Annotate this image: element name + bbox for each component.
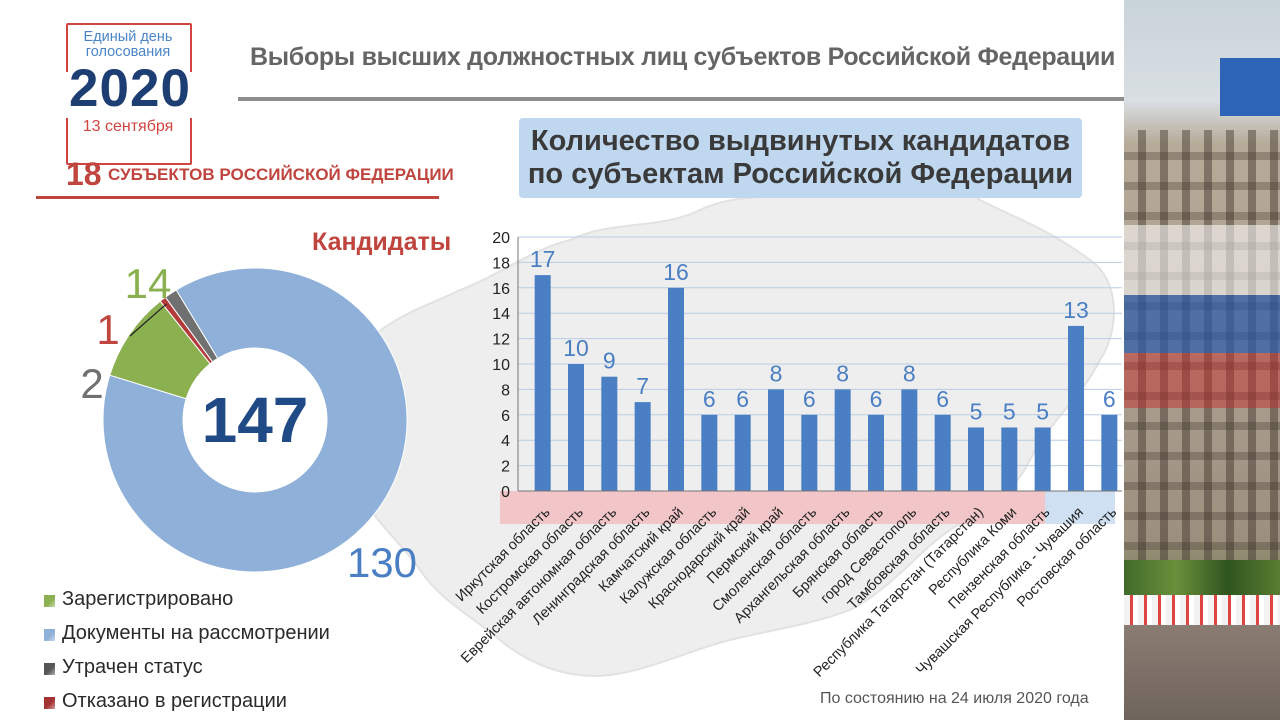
donut-slice [164, 289, 219, 363]
y-tick-label: 6 [501, 408, 510, 425]
bar-value-label: 16 [663, 259, 689, 285]
subjects-count: 18 [66, 156, 102, 192]
bar [601, 376, 618, 491]
bar [901, 389, 918, 491]
legend-label: Зарегистрировано [62, 588, 234, 610]
y-tick-label: 16 [492, 281, 510, 298]
title-divider [238, 97, 1124, 101]
legend-label: Документы на рассмотрении [62, 622, 330, 644]
donut-leader-line [129, 303, 167, 337]
bar-value-label: 7 [636, 373, 649, 399]
bar [968, 427, 984, 491]
logo-date: 13 сентября [82, 118, 174, 135]
legend-swatch [44, 629, 55, 641]
bar-value-label: 6 [703, 386, 716, 412]
bar [801, 414, 818, 491]
donut-slice [102, 267, 408, 573]
logo-line1: Единый день [83, 29, 173, 45]
donut-chart-title: Кандидаты [312, 228, 452, 256]
bar [768, 389, 784, 491]
bar-value-label: 8 [836, 360, 849, 386]
bar-chart-title-line1: Количество выдвинутых кандидатов [530, 125, 1071, 157]
bar-chart-title: Количество выдвинутых кандидатов по субъ… [519, 118, 1082, 198]
page-title: Выборы высших должностных лиц субъектов … [250, 43, 1116, 71]
legend-label: Отказано в регистрации [62, 690, 287, 712]
bar [534, 275, 551, 491]
donut-value-label: 2 [80, 360, 103, 407]
axis-band-blue [1045, 491, 1115, 524]
bar [1101, 414, 1118, 491]
subjects-count-label: 18 СУБЪЕКТОВ РОССИЙСКОЙ ФЕДЕРАЦИИ [66, 156, 454, 193]
bar-value-label: 5 [1036, 399, 1049, 425]
footnote-date: По состоянию на 24 июля 2020 года [820, 690, 1089, 707]
donut-value-label: 14 [125, 260, 172, 307]
bar [734, 414, 751, 491]
donut-value-label: 130 [347, 539, 417, 586]
y-tick-label: 10 [492, 357, 510, 374]
legend-swatch [44, 595, 55, 607]
bar [934, 414, 951, 491]
bar-value-label: 5 [1003, 399, 1016, 425]
logo-line2: голосования [85, 44, 171, 60]
bar-value-label: 6 [936, 386, 949, 412]
state-duma-building-photo [1124, 0, 1280, 720]
y-tick-label: 12 [492, 332, 510, 349]
logo-year: 2020 [69, 59, 191, 118]
bar [634, 402, 651, 491]
donut-value-label: 1 [96, 306, 119, 353]
bar-value-label: 6 [870, 386, 883, 412]
bar [1001, 427, 1018, 491]
bar-value-label: 6 [736, 386, 749, 412]
bar [568, 364, 584, 491]
bar [1034, 427, 1051, 491]
election-day-logo: Единый день голосования 2020 13 сентября [48, 20, 218, 165]
y-tick-label: 0 [501, 484, 510, 501]
axis-band-red [500, 491, 1045, 524]
bar [1068, 325, 1084, 491]
bar-value-label: 6 [803, 386, 816, 412]
y-tick-label: 2 [501, 459, 510, 476]
legend-swatch [44, 663, 55, 675]
y-tick-label: 8 [501, 382, 510, 399]
legend-label: Утрачен статус [62, 656, 203, 678]
bar-value-label: 10 [563, 335, 589, 361]
bar-value-label: 6 [1103, 386, 1116, 412]
bar-value-label: 17 [530, 246, 556, 272]
bar [668, 287, 684, 491]
legend-swatch [44, 697, 55, 709]
bar [701, 414, 718, 491]
bar [868, 414, 884, 491]
y-tick-label: 14 [492, 306, 510, 323]
y-tick-label: 4 [501, 433, 510, 450]
y-tick-label: 18 [492, 255, 510, 272]
bar-value-label: 8 [770, 360, 783, 386]
y-tick-label: 20 [492, 230, 510, 247]
subjects-text: СУБЪЕКТОВ РОССИЙСКОЙ ФЕДЕРАЦИИ [108, 164, 454, 184]
bar [834, 389, 851, 491]
bar-value-label: 9 [603, 348, 616, 374]
red-divider [36, 196, 439, 199]
donut-total: 147 [202, 384, 309, 456]
bar-value-label: 13 [1063, 297, 1089, 323]
bar-value-label: 5 [970, 399, 983, 425]
candidates-donut-chart: 147 130 141 2 [80, 260, 417, 586]
bar-chart-title-line2: по субъектам Российской Федерации [527, 158, 1074, 190]
bar-value-label: 8 [903, 360, 916, 386]
